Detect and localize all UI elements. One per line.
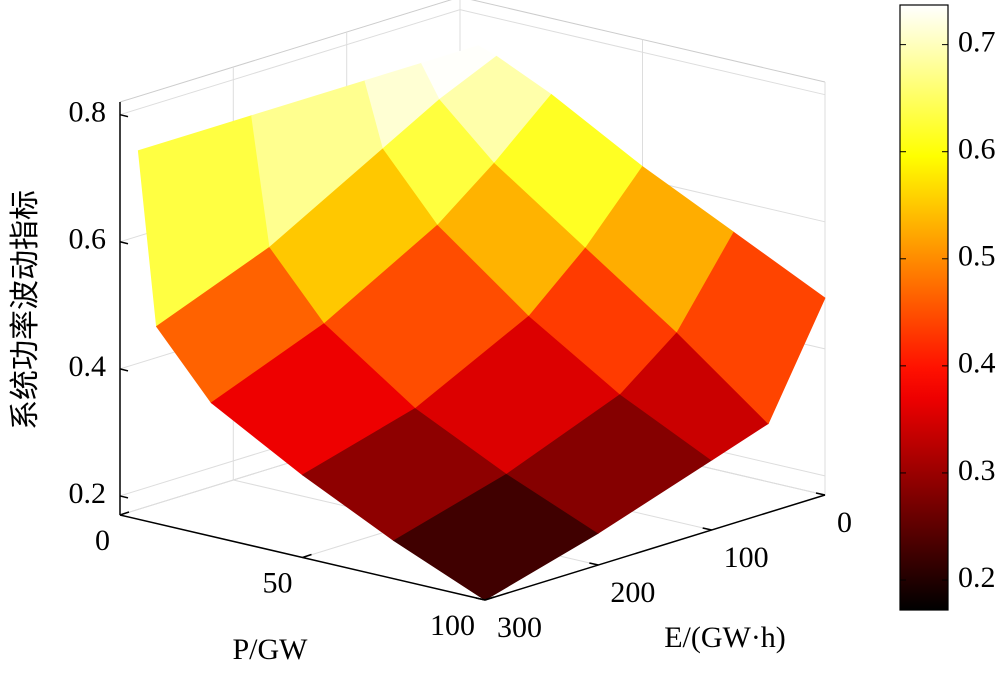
y-tick (589, 562, 599, 566)
colorbar-tick-label: 0.7 (958, 26, 996, 59)
z-tick-label: 0.2 (69, 477, 107, 510)
colorbar-tick-label: 0.3 (958, 454, 996, 487)
y-tick-label: 200 (610, 576, 655, 609)
axis-line (484, 494, 826, 601)
surface-cell (676, 231, 826, 425)
axes: 0.2 0.4 0.6 0.8 0 50 100 0 100 200 300 (69, 96, 853, 644)
y-tick (702, 527, 712, 531)
x-tick (302, 553, 312, 559)
x-tick-label: 50 (263, 566, 293, 599)
z-tick-label: 0.4 (69, 350, 107, 383)
axis-line (119, 514, 486, 601)
y-axis-label: E/(GW·h) (664, 621, 786, 654)
y-tick-label: 300 (497, 611, 542, 644)
box-edge (119, 0, 452, 103)
colorbar-tick-label: 0.2 (958, 561, 996, 594)
z-tick-label: 0.6 (69, 223, 107, 256)
y-tick (815, 492, 826, 496)
colorbar (899, 4, 949, 611)
x-axis-label: P/GW (233, 633, 309, 666)
z-tick (119, 113, 129, 118)
x-tick (119, 511, 130, 516)
colorbar-tick-label: 0.4 (958, 347, 996, 380)
z-axis-label: 系统功率波动指标 (9, 190, 42, 430)
colorbar-tick-label: 0.5 (958, 240, 996, 273)
colorbar-tick-label: 0.6 (958, 133, 996, 166)
y-tick-label: 100 (724, 541, 769, 574)
surface (137, 45, 826, 601)
z-tick (119, 241, 129, 245)
z-tick (119, 495, 129, 499)
z-tick-label: 0.8 (69, 96, 107, 129)
y-tick-label: 0 (837, 506, 852, 539)
x-tick-label: 100 (430, 609, 475, 642)
z-tick (119, 368, 129, 372)
x-tick-label: 0 (95, 524, 110, 557)
